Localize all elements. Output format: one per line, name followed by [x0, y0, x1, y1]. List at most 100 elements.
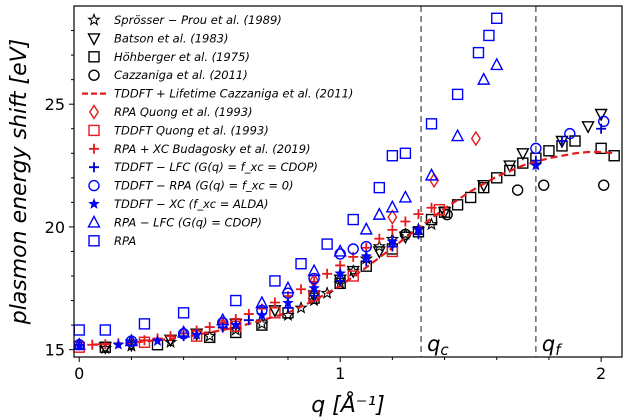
- data-point: [517, 157, 529, 169]
- data-point: [556, 136, 567, 146]
- legend-marker: [87, 12, 101, 26]
- data-point: [399, 147, 412, 159]
- data-point: [504, 164, 516, 177]
- legend-entry: Höhberger et al. (1975): [88, 50, 250, 64]
- data-point: [400, 216, 411, 227]
- data-point: [424, 167, 439, 181]
- data-point: [124, 333, 139, 347]
- data-point: [255, 309, 268, 321]
- data-point: [470, 130, 481, 147]
- data-point: [398, 231, 413, 245]
- data-point: [511, 184, 524, 196]
- legend-entry: Cazzaniga et al. (2011): [88, 68, 248, 82]
- data-point: [347, 213, 359, 226]
- data-point: [386, 150, 399, 162]
- data-point: [74, 324, 85, 336]
- data-point: [477, 72, 491, 85]
- data-point: [372, 207, 386, 220]
- plot-frame: [73, 5, 623, 358]
- data-point: [569, 135, 581, 147]
- data-point: [335, 275, 346, 286]
- vline-label-1: qf: [542, 332, 563, 359]
- data-point: [112, 338, 125, 350]
- data-point: [308, 282, 320, 294]
- y-tick-label: 20: [45, 218, 65, 237]
- data-point: [243, 315, 254, 326]
- data-point: [386, 235, 399, 247]
- y-axis-label: plasmon energy shift [eV]: [7, 39, 32, 326]
- legend-label: TDDFT − XC (f_xc = ALDA): [114, 197, 269, 211]
- vline-label-0: qc: [427, 332, 449, 359]
- data-point: [360, 250, 373, 262]
- legend-entry: Sprösser − Prou et al. (1989): [87, 12, 282, 27]
- data-point: [543, 145, 555, 157]
- x-tick-label: 1: [335, 364, 345, 383]
- data-point: [598, 115, 610, 128]
- data-point: [451, 199, 464, 211]
- data-point: [503, 160, 517, 174]
- legend-marker: [88, 235, 100, 247]
- legend-marker: [87, 33, 101, 46]
- legend-label: RPA: [114, 234, 136, 248]
- legend-marker: [88, 197, 100, 210]
- data-point: [138, 318, 151, 330]
- data-point: [295, 258, 307, 270]
- data-point: [373, 181, 386, 194]
- data-point: [581, 121, 595, 134]
- data-point: [204, 322, 215, 333]
- data-point: [74, 339, 86, 351]
- data-point: [608, 150, 620, 162]
- data-point: [426, 202, 437, 213]
- x-tick-label: 2: [596, 364, 606, 383]
- data-point: [282, 296, 294, 309]
- series-0: [98, 217, 439, 355]
- data-point: [464, 191, 477, 204]
- data-point: [412, 223, 425, 235]
- data-point: [477, 181, 490, 194]
- data-point: [424, 217, 439, 231]
- legend-marker: [88, 104, 100, 120]
- data-point: [374, 233, 385, 244]
- legend-marker: [88, 179, 100, 192]
- data-point: [255, 295, 269, 309]
- data-point: [598, 179, 610, 191]
- data-point: [334, 248, 346, 260]
- legend-entry: RPA − LFC (G(q) = CDOP): [87, 214, 262, 229]
- legend-marker: [87, 214, 101, 228]
- legend-marker: [88, 51, 100, 63]
- legend-label: RPA − LFC (G(q) = CDOP): [114, 215, 262, 229]
- data-point: [359, 221, 373, 235]
- legend-label: Höhberger et al. (1975): [114, 50, 250, 64]
- data-point: [516, 148, 530, 161]
- legend-marker: [89, 162, 99, 173]
- legend-label: RPA Quong et al. (1993): [114, 105, 253, 119]
- legend-marker: [89, 143, 99, 154]
- data-point: [530, 142, 542, 155]
- legend-label: Cazzaniga et al. (2011): [114, 68, 248, 82]
- legend-label: TDDFT − LFC (G(q) = f_xc = CDOP): [114, 160, 318, 174]
- data-point: [281, 280, 295, 294]
- data-point: [203, 331, 216, 344]
- legend-entry: TDDFT − LFC (G(q) = f_xc = CDOP): [89, 160, 318, 174]
- data-point: [372, 239, 387, 253]
- legend: Sprösser − Prou et al. (1989) Batson et a…: [82, 12, 353, 248]
- legend-entry: Batson et al. (1983): [87, 31, 228, 46]
- data-point: [529, 159, 542, 171]
- data-point: [451, 88, 464, 101]
- data-point: [100, 339, 111, 350]
- legend-label: TDDFT − RPA (G(q) = f_xc = 0): [114, 179, 294, 193]
- data-point: [269, 307, 281, 319]
- data-point: [594, 108, 608, 122]
- data-point: [139, 335, 150, 346]
- data-point: [538, 179, 550, 191]
- legend-label: RPA + XC Budagosky et al. (2019): [114, 142, 311, 156]
- data-point: [425, 118, 438, 130]
- data-point: [385, 199, 400, 213]
- legend-entry: RPA Quong et al. (1993): [88, 104, 253, 120]
- data-point: [450, 128, 465, 142]
- data-point: [294, 300, 308, 314]
- legend-entry: RPA: [88, 234, 136, 248]
- data-point: [307, 263, 321, 277]
- data-point: [334, 267, 347, 279]
- legend-entry: TDDFT − XC (f_xc = ALDA): [88, 197, 269, 211]
